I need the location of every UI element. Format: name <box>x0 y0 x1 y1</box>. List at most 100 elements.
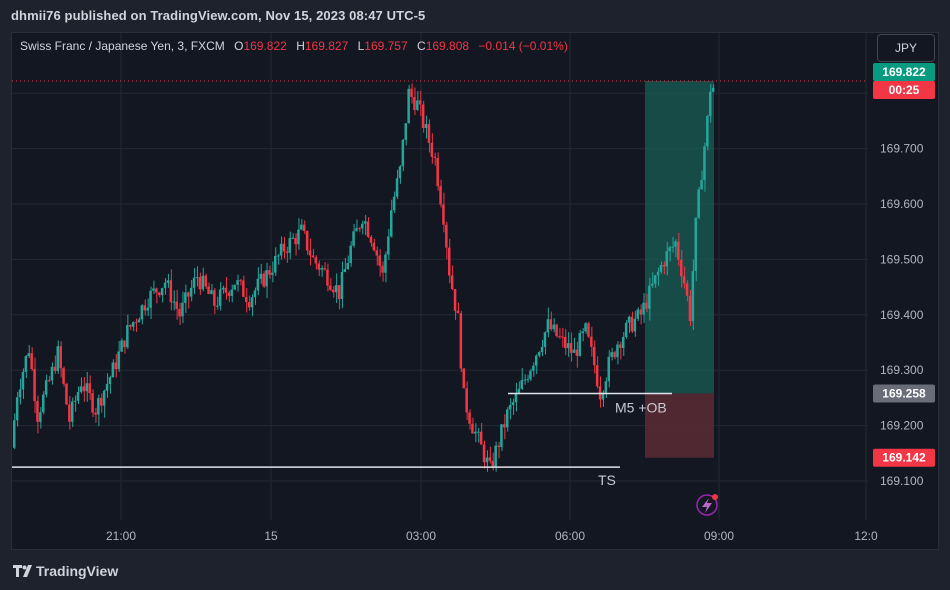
candle-body <box>166 280 170 283</box>
candle-body <box>143 305 146 311</box>
candle-body <box>639 309 642 315</box>
candle-body <box>416 100 419 110</box>
candle-body <box>503 424 506 428</box>
candle-body <box>210 290 213 294</box>
candle-body <box>79 386 83 392</box>
candle-body <box>590 336 593 347</box>
x-tick-label: 15 <box>264 529 278 543</box>
candle-body <box>439 186 442 205</box>
candle-body <box>633 318 637 332</box>
candle-body <box>375 250 378 256</box>
candle-body <box>239 280 242 282</box>
candle-body <box>181 302 184 317</box>
candle-body <box>224 287 228 293</box>
lightning-icon-dot <box>712 494 718 500</box>
candle-body <box>73 400 77 402</box>
candle-body <box>71 401 74 422</box>
candle-body <box>33 369 36 402</box>
candle-body <box>668 247 671 252</box>
candle-body <box>50 366 54 381</box>
x-tick-label: 06:00 <box>555 529 585 543</box>
candle-body <box>247 302 251 308</box>
candle-body <box>349 245 352 264</box>
candle-body <box>76 391 80 401</box>
candle-body <box>700 180 703 190</box>
stop-price-label: 169.142 <box>882 451 926 465</box>
candle-body <box>636 309 639 319</box>
candle-body <box>442 204 445 225</box>
candle-body <box>569 343 573 353</box>
candle-body <box>711 87 715 92</box>
candle-body <box>126 324 129 348</box>
candle-body <box>114 362 117 370</box>
legend-low-value: 169.757 <box>364 39 408 53</box>
y-tick-label: 169.300 <box>880 363 924 377</box>
annotation-ts: TS <box>598 472 616 488</box>
candle-body <box>227 292 231 296</box>
candle-body <box>624 322 628 337</box>
candle-body <box>256 278 260 291</box>
candle-body <box>595 365 599 387</box>
candle-body <box>532 365 535 371</box>
candle-body <box>688 295 692 322</box>
candle-body <box>27 353 30 357</box>
candle-body <box>587 323 590 337</box>
candle-body <box>326 269 329 286</box>
candle-body <box>265 270 268 287</box>
tradingview-logo-icon[interactable] <box>12 563 34 579</box>
candle-body <box>268 270 271 275</box>
top-bar: dhmii76 published on TradingView.com, No… <box>0 0 950 32</box>
candle-body <box>320 268 323 270</box>
candle-body <box>160 288 164 296</box>
candle-body <box>581 331 584 334</box>
candle-body <box>262 273 265 287</box>
candle-body <box>343 269 347 272</box>
symbol-legend: Swiss Franc / Japanese Yen, 3, FXCM O169… <box>20 39 568 53</box>
currency-button[interactable]: JPY <box>877 34 935 62</box>
candle-body <box>334 285 338 293</box>
candle-body <box>97 397 100 415</box>
candle-body <box>381 265 384 273</box>
candle-body <box>419 100 422 105</box>
candle-body <box>201 275 204 290</box>
candle-body <box>155 288 158 293</box>
candle-body <box>149 290 152 308</box>
candle-body <box>378 255 381 266</box>
candle-body <box>175 301 178 309</box>
candles-layer <box>13 83 715 472</box>
candle-body <box>648 285 651 309</box>
candle-body <box>317 263 320 270</box>
y-tick-label: 169.500 <box>880 252 924 266</box>
candle-body <box>622 336 625 348</box>
candle-body <box>44 380 48 395</box>
stop-zone <box>645 393 714 458</box>
legend-high-label: H <box>296 39 305 53</box>
candle-body <box>39 412 42 422</box>
candle-body <box>575 349 579 356</box>
candle-body <box>706 115 709 147</box>
candle-body <box>242 280 245 297</box>
candle-body <box>323 268 326 270</box>
candle-body <box>18 389 22 398</box>
candle-body <box>340 271 344 300</box>
candle-body <box>613 352 616 358</box>
candle-body <box>329 285 332 290</box>
candle-body <box>691 271 695 322</box>
candle-body <box>459 313 463 369</box>
candle-body <box>593 346 596 366</box>
candle-body <box>540 347 544 353</box>
candle-body <box>482 444 486 463</box>
candle-body <box>140 305 144 320</box>
tradingview-brand[interactable]: TradingView <box>36 563 119 579</box>
candle-body <box>506 409 509 428</box>
target-zone <box>645 81 714 394</box>
candle-body <box>682 276 686 284</box>
candle-body <box>152 288 155 291</box>
candle-body <box>517 388 521 394</box>
candle-body <box>555 324 558 337</box>
candle-body <box>677 241 680 260</box>
candle-body <box>308 250 312 256</box>
candle-body <box>24 356 28 372</box>
candle-body <box>494 445 497 467</box>
